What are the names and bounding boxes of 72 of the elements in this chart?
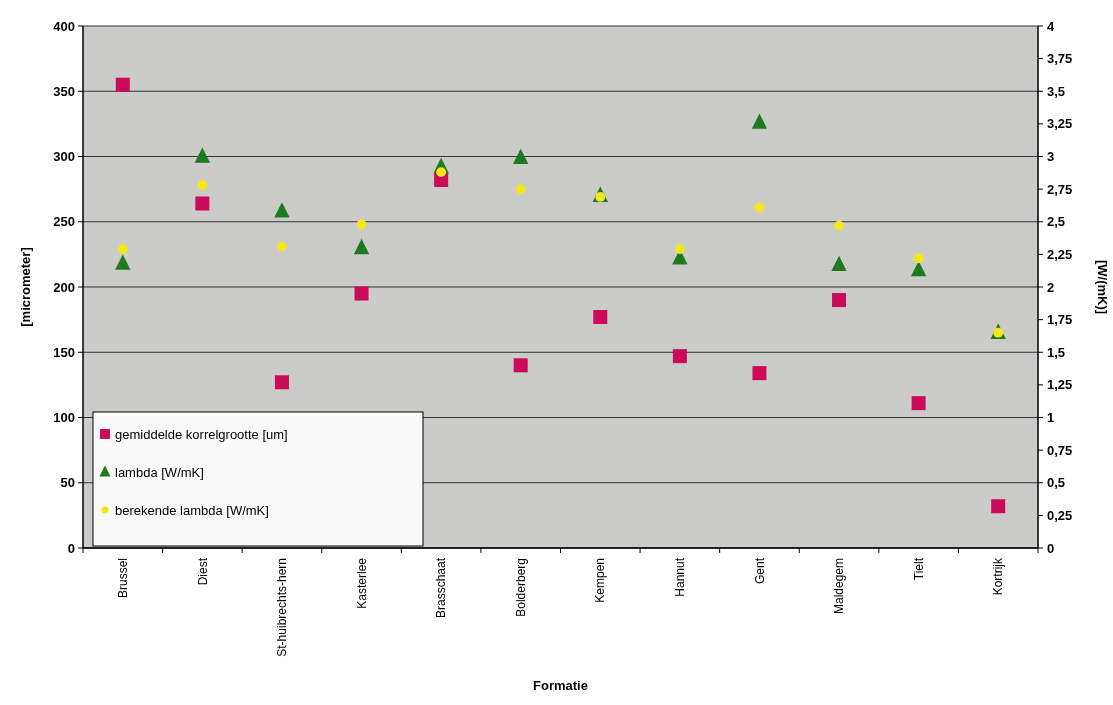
x-tick-label: Diest [195, 557, 210, 586]
x-tick-label: St-huibrechts-hern [275, 558, 290, 657]
point [115, 254, 131, 270]
point [274, 202, 290, 218]
y2-tick-label: 0,25 [1047, 507, 1073, 523]
point [354, 286, 369, 301]
y2-tick-label: 3,75 [1047, 51, 1073, 67]
y2-tick-label: 3,25 [1047, 116, 1073, 132]
y-tick-label: 150 [53, 344, 75, 360]
point [115, 77, 130, 92]
y-axis-title: [micrometer] [18, 247, 33, 327]
x-tick-label: Kasterlee [354, 557, 369, 609]
point [752, 366, 767, 381]
point [197, 180, 208, 191]
point [513, 358, 528, 373]
y2-tick-label: 3 [1047, 149, 1055, 165]
point [436, 167, 447, 178]
x-tick-label: Brussel [115, 558, 130, 599]
y-tick-label: 100 [53, 410, 75, 426]
y2-tick-label: 2,25 [1047, 246, 1073, 262]
legend-label: gemiddelde korrelgrootte [um] [115, 426, 288, 442]
point [911, 396, 926, 411]
x-tick-label: Maldegem [832, 558, 847, 615]
point [831, 255, 847, 272]
y2-tick-label: 3,5 [1047, 83, 1066, 99]
point [194, 147, 211, 163]
y-tick-label: 300 [53, 149, 75, 165]
point [672, 349, 687, 364]
point [277, 241, 287, 252]
x-tick-label: Hannut [673, 557, 688, 597]
x-axis-title: Formatie [533, 678, 588, 693]
y2-tick-label: 4 [1047, 18, 1055, 34]
point [991, 499, 1006, 514]
y-tick-label: 250 [53, 214, 75, 230]
y-tick-label: 350 [53, 83, 75, 99]
x-tick-label: Kempen [593, 558, 608, 603]
point [832, 293, 847, 308]
point [593, 310, 608, 325]
point [513, 148, 529, 165]
y2-tick-label: 1,75 [1047, 312, 1073, 328]
x-tick-label: Kortrijk [991, 557, 1006, 596]
y2-tick-label: 1,25 [1047, 377, 1073, 393]
y2-tick-label: 1,5 [1047, 344, 1066, 360]
point [356, 219, 367, 230]
point [913, 253, 924, 264]
point [274, 375, 289, 390]
y2-tick-label: 0,5 [1047, 475, 1066, 491]
y2-tick-label: 2 [1047, 279, 1055, 295]
point [751, 113, 768, 129]
y-tick-label: 0 [67, 540, 75, 556]
legend-label: lambda [W/mK] [115, 464, 204, 480]
y-tick-label: 200 [53, 279, 75, 295]
y2-tick-label: 1 [1047, 410, 1055, 426]
point [353, 238, 370, 255]
x-tick-label: Brasschaat [434, 557, 449, 619]
point [515, 184, 526, 195]
point [195, 196, 210, 211]
x-tick-label: Gent [752, 557, 767, 585]
y2-axis-title: [W/(mK)] [1095, 259, 1110, 315]
point [754, 202, 765, 213]
y2-tick-label: 2,75 [1047, 181, 1073, 197]
x-tick-label: Tielt [911, 557, 926, 581]
y2-tick-label: 2,5 [1047, 214, 1066, 230]
point [674, 244, 685, 255]
point [834, 220, 844, 231]
x-tick-label: Bolderberg [513, 558, 528, 617]
y-tick-label: 50 [60, 475, 75, 491]
legend-label: berekende lambda [W/mK] [115, 502, 269, 518]
y2-tick-label: 0,75 [1047, 442, 1073, 458]
y-tick-label: 400 [53, 18, 75, 34]
point [117, 244, 128, 255]
y2-tick-label: 0 [1047, 540, 1055, 556]
